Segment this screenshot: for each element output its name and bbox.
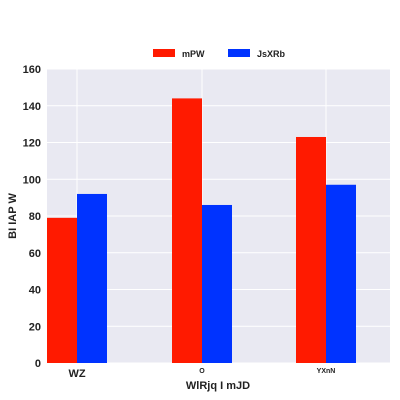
x-tick-label: WZ (68, 368, 85, 380)
legend-label-mpw: mPW (182, 49, 205, 59)
legend-swatch-mpw (153, 49, 175, 57)
y-tick-labels: 0 20 40 60 80 100 120 140 160 (23, 64, 41, 370)
bar-jsxrb-yxnn (326, 184, 356, 363)
y-axis-label: BI IAP W (7, 193, 19, 239)
y-tick-label: 60 (29, 248, 41, 260)
y-tick-label: 120 (23, 138, 41, 150)
x-tick-label: O (199, 368, 205, 375)
x-axis-label: WlRjq I mJD (186, 380, 250, 392)
y-tick-label: 160 (23, 64, 41, 76)
y-tick-label: 20 (29, 321, 41, 333)
y-tick-label: 0 (35, 358, 41, 370)
y-tick-label: 80 (29, 211, 41, 223)
legend: mPW JsXRb (153, 49, 286, 59)
x-tick-label: YXnN (317, 368, 336, 375)
bars (47, 98, 356, 364)
legend-label-jsxrb: JsXRb (257, 49, 286, 59)
y-tick-label: 140 (23, 101, 41, 113)
x-tick-labels: WZ O YXnN (68, 368, 335, 380)
bar-jsxrb-o (202, 204, 232, 363)
legend-swatch-jsxrb (228, 49, 250, 57)
bar-mpw-yxnn (296, 136, 326, 363)
y-tick-label: 40 (29, 285, 41, 297)
bar-mpw-o (172, 98, 202, 364)
bar-mpw-wz (47, 217, 77, 363)
y-tick-label: 100 (23, 174, 41, 186)
bar-jsxrb-wz (77, 193, 107, 363)
